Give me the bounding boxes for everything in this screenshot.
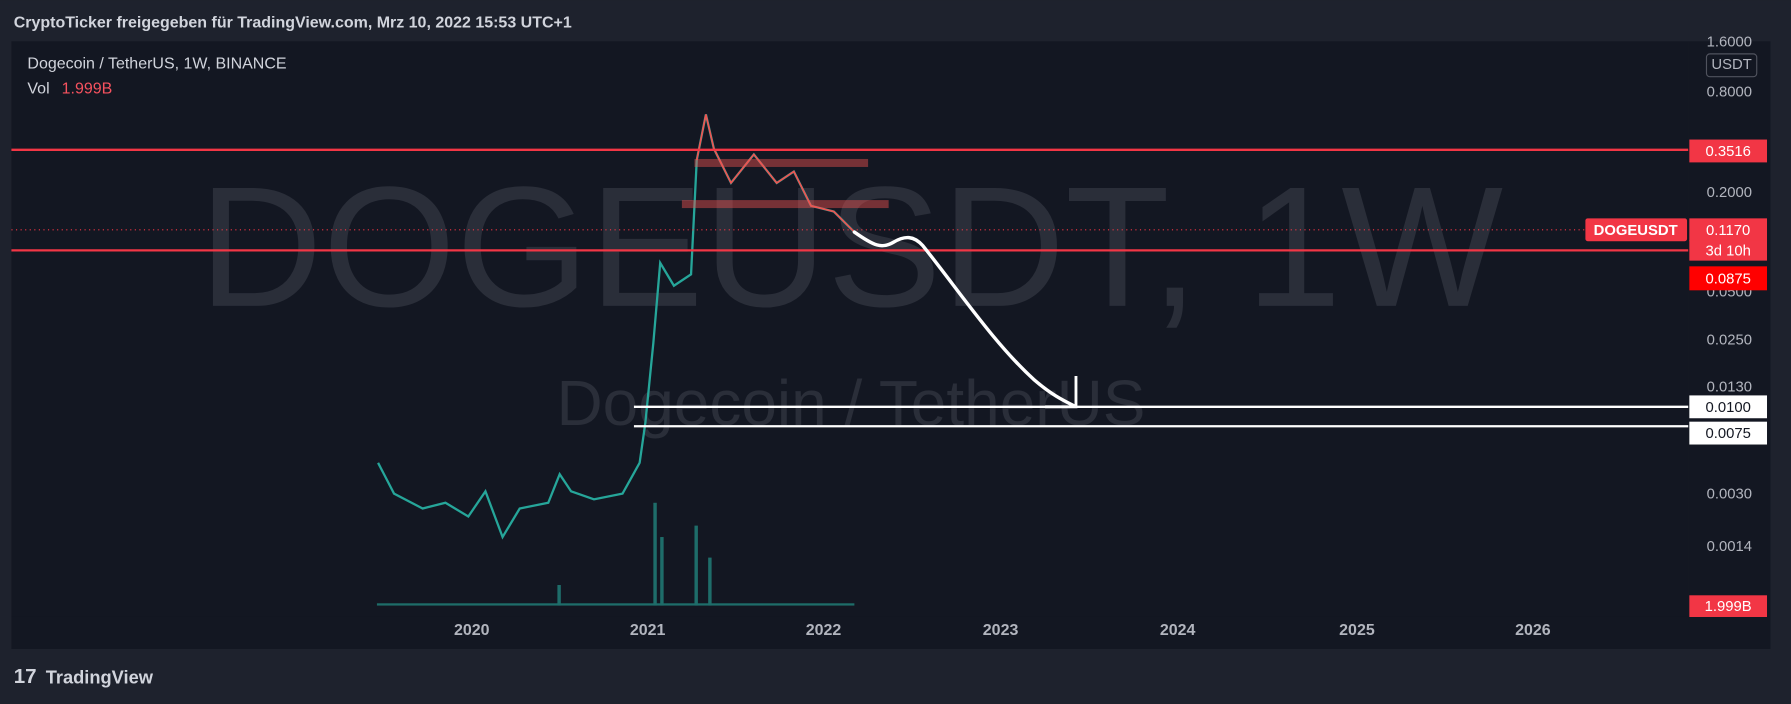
price-box-label: 0.0875 [1705, 271, 1750, 287]
time-label: 2022 [806, 622, 842, 639]
time-label: 2023 [983, 622, 1019, 639]
volume-bars [376, 502, 855, 606]
price-label: 0.0250 [1707, 332, 1752, 348]
legend-vol-value: 1.999B [62, 81, 113, 98]
price-box [1689, 218, 1768, 242]
price-box [1689, 266, 1768, 291]
time-label: 2025 [1339, 622, 1375, 639]
watermark-main: DOGEUSDT, 1W [199, 152, 1503, 343]
price-box-label: 0.3516 [1705, 144, 1750, 160]
logo-mark: 17 [14, 665, 37, 688]
forecast-arrow [852, 230, 1076, 408]
price-box-label: 0.0075 [1705, 426, 1750, 442]
price-box-label: 0.1170 [1706, 223, 1750, 239]
symbol-tag-label: DOGEUSDT [1594, 223, 1678, 239]
price-label: 0.0030 [1707, 487, 1752, 503]
price-trace-down [695, 114, 855, 233]
arrow-head [1045, 375, 1078, 409]
price-label: 1.6000 [1707, 34, 1752, 50]
zone-upper [694, 158, 869, 167]
time-label: 2021 [630, 622, 666, 639]
price-box [1689, 395, 1768, 419]
zone-lower [681, 200, 889, 209]
time-label: 2024 [1160, 622, 1196, 639]
time-label: 2026 [1515, 622, 1551, 639]
price-label: 0.0014 [1707, 539, 1752, 555]
price-axis [1688, 41, 1771, 617]
price-box [1689, 240, 1768, 261]
price-box [1689, 139, 1768, 163]
time-axis [11, 616, 1771, 649]
legend-vol-label: Vol [27, 81, 49, 98]
legend-symbol: Dogecoin / TetherUS, 1W, BINANCE [27, 55, 286, 72]
price-label: 0.8000 [1707, 85, 1752, 101]
price-label: 0.2000 [1707, 185, 1752, 201]
symbol-tag [1585, 218, 1688, 242]
price-box [1689, 421, 1768, 445]
price-box [1689, 595, 1768, 617]
chart-pane [11, 41, 1689, 617]
price-box-label: 1.999B [1705, 599, 1752, 615]
currency-label: USDT [1711, 57, 1751, 73]
price-box-label: 3d 10h [1705, 243, 1750, 259]
price-label: 0.0130 [1707, 379, 1752, 395]
header-title: CryptoTicker freigegeben für TradingView… [14, 14, 572, 31]
price-box-label: 0.0100 [1705, 400, 1750, 416]
currency-box [1705, 53, 1758, 78]
footer-brand: TradingView [46, 667, 154, 688]
time-label: 2020 [454, 622, 490, 639]
